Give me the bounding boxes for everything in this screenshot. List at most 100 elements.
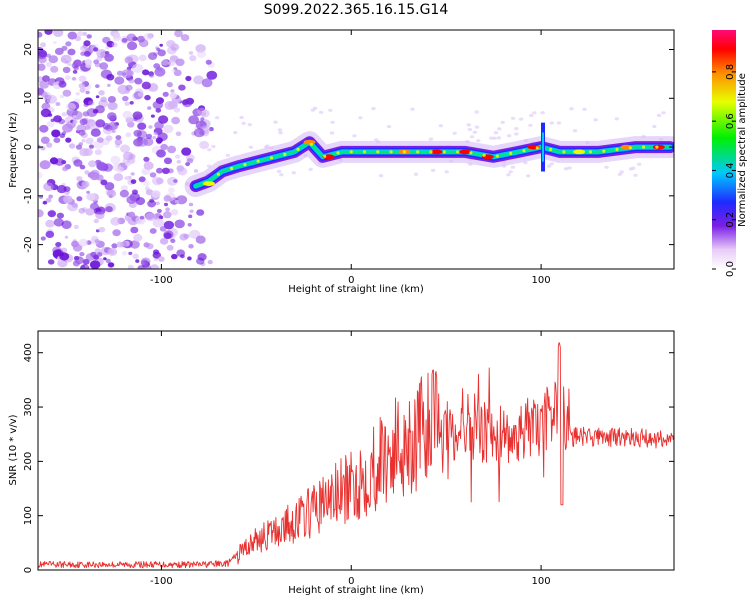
noise-blob	[160, 143, 168, 151]
noise-blob	[188, 202, 194, 207]
noise-blob	[94, 239, 100, 244]
noise-blob	[104, 182, 115, 191]
noise-blob	[157, 49, 166, 57]
noise-blob	[143, 242, 150, 248]
noise-blob	[374, 138, 379, 142]
noise-blob	[130, 226, 139, 234]
noise-blob	[72, 70, 78, 74]
noise-blob	[38, 87, 44, 97]
noise-blob	[138, 39, 149, 48]
noise-blob	[83, 102, 89, 107]
noise-blob	[78, 129, 86, 136]
noise-blob	[173, 67, 178, 71]
noise-blob	[187, 256, 192, 261]
y-tick-label: 0	[23, 144, 34, 150]
noise-blob	[497, 127, 502, 131]
noise-blob	[474, 125, 480, 129]
noise-blob	[164, 101, 176, 110]
noise-blob	[205, 59, 212, 65]
noise-blob	[164, 202, 168, 207]
noise-blob	[134, 77, 143, 85]
noise-blob	[47, 210, 56, 218]
noise-blob	[122, 110, 133, 119]
noise-blob	[144, 94, 151, 101]
noise-blob	[582, 107, 587, 111]
ridge-bead	[655, 145, 659, 149]
noise-blob	[88, 160, 97, 168]
noise-blob	[125, 132, 132, 138]
noise-blob	[549, 121, 554, 125]
noise-blob	[149, 74, 154, 78]
noise-blob	[152, 251, 161, 259]
noise-blob	[136, 130, 147, 139]
noise-blob	[48, 55, 59, 64]
noise-blob	[84, 264, 89, 268]
colorbar-tick-label: 0.0	[725, 261, 736, 277]
noise-blob	[171, 69, 176, 73]
noise-blob	[168, 60, 176, 67]
ridge-bead	[349, 150, 353, 154]
noise-blob	[39, 124, 49, 133]
ridge-bead	[642, 145, 646, 149]
y-tick-label: 0	[23, 567, 34, 573]
noise-blob	[492, 136, 497, 140]
noise-blob	[88, 100, 95, 106]
noise-blob	[273, 120, 278, 124]
noise-blob	[188, 51, 194, 55]
noise-blob	[165, 207, 171, 212]
noise-blob	[73, 65, 79, 71]
noise-blob	[93, 254, 99, 260]
noise-blob	[71, 76, 77, 81]
noise-blob	[50, 65, 59, 73]
noise-blob	[195, 44, 206, 53]
noise-blob	[62, 89, 72, 97]
noise-blob	[193, 75, 205, 85]
noise-blob	[127, 41, 138, 51]
noise-blob	[476, 139, 481, 143]
noise-blob	[103, 257, 107, 261]
noise-blob	[67, 62, 72, 67]
noise-blob	[291, 171, 296, 175]
spectrogram-x-label: Height of straight line (km)	[288, 284, 424, 295]
noise-blob	[122, 157, 130, 164]
noise-blob	[85, 253, 95, 261]
noise-blob	[143, 156, 150, 162]
noise-blob	[631, 166, 636, 170]
noise-blob	[162, 167, 170, 174]
noise-blob	[90, 128, 101, 137]
noise-blob	[199, 140, 210, 150]
noise-blob	[330, 120, 335, 124]
noise-blob	[39, 160, 51, 170]
y-tick-label: 20	[23, 43, 34, 56]
ridge-bead	[402, 150, 406, 154]
noise-blob	[80, 45, 88, 52]
noise-blob	[619, 170, 624, 174]
ridge-bead	[509, 151, 513, 155]
noise-blob	[156, 208, 162, 214]
x-tick-label: -100	[150, 275, 173, 286]
noise-blob	[124, 56, 133, 64]
noise-blob	[44, 30, 53, 35]
noise-blob	[208, 127, 214, 132]
x-tick-label: -100	[150, 576, 173, 587]
colorbar: 0.0 0.2 0.4 0.6 0.8 Normalized spectral ampl…	[712, 30, 748, 277]
snr-ticks: -100 0 100 0 100 200 300 400	[23, 331, 674, 587]
noise-blob	[413, 172, 419, 176]
noise-blob	[549, 162, 554, 166]
noise-blob	[149, 228, 157, 234]
noise-blob	[308, 167, 313, 171]
noise-blob	[132, 111, 143, 120]
noise-blob	[193, 128, 205, 138]
noise-blob	[105, 206, 113, 213]
ridge-bead	[535, 146, 539, 150]
noise-blob	[312, 106, 318, 110]
noise-blob	[45, 230, 55, 238]
noise-blob	[130, 172, 135, 176]
noise-blob	[79, 87, 86, 93]
noise-blob	[196, 209, 205, 216]
noise-blob	[119, 189, 129, 198]
noise-blob	[97, 252, 103, 257]
colorbar-tick-label: 0.8	[725, 64, 736, 80]
noise-blob	[489, 136, 494, 140]
noise-blob	[93, 218, 100, 224]
